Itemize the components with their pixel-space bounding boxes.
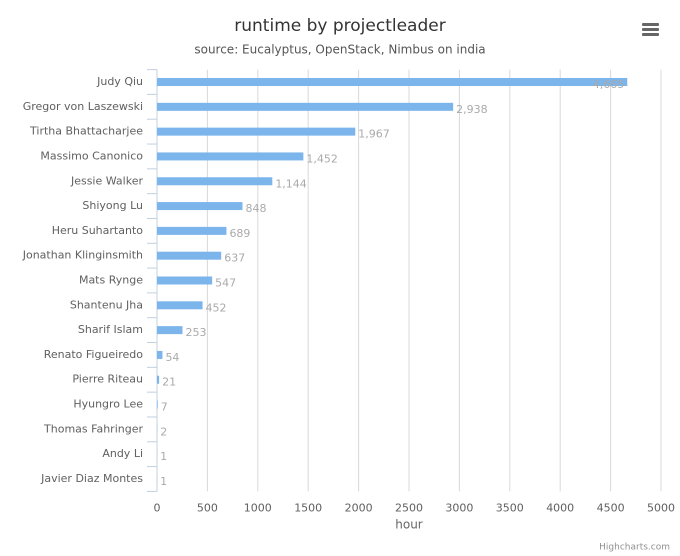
data-label: 1 <box>160 450 167 463</box>
bar <box>157 152 304 161</box>
y-tick-label: Hyungro Lee <box>73 398 143 411</box>
bar <box>157 177 273 186</box>
x-tick-label: 5000 <box>647 501 675 514</box>
x-tick-label: 4000 <box>546 501 574 514</box>
x-tick-label: 2000 <box>345 501 373 514</box>
bar <box>157 202 243 211</box>
y-tick-label: Shiyong Lu <box>82 199 143 212</box>
x-tick-label: 2500 <box>395 501 423 514</box>
y-tick-label: Jessie Walker <box>70 174 144 187</box>
y-tick-label: Pierre Riteau <box>72 373 143 386</box>
y-tick-label: Mats Rynge <box>79 274 143 287</box>
y-tick-label: Heru Suhartanto <box>52 224 144 237</box>
data-label: 547 <box>215 277 236 290</box>
bar <box>157 326 183 335</box>
bar <box>157 276 213 285</box>
y-tick-label: Renato Figueiredo <box>44 348 144 361</box>
y-tick-label: Andy Li <box>102 447 143 460</box>
x-tick-label: 3000 <box>445 501 473 514</box>
y-tick-label: Javier Diaz Montes <box>40 472 143 485</box>
chart-subtitle: source: Eucalyptus, OpenStack, Nimbus on… <box>194 43 485 57</box>
bar <box>157 400 158 409</box>
bar <box>157 226 227 235</box>
data-label: 1 <box>160 475 167 488</box>
bar <box>157 350 163 359</box>
x-tick-label: 1000 <box>244 501 272 514</box>
x-tick-label: 0 <box>154 501 161 514</box>
data-label: 2,938 <box>456 103 488 116</box>
data-label: 1,144 <box>275 177 307 190</box>
bar <box>157 251 222 260</box>
x-tick-label: 3500 <box>496 501 524 514</box>
data-label: 21 <box>162 376 176 389</box>
x-tick-label: 500 <box>197 501 218 514</box>
bar <box>157 78 628 87</box>
data-label: 7 <box>161 401 168 414</box>
bar <box>157 301 203 310</box>
y-tick-label: Gregor von Laszewski <box>23 100 143 113</box>
y-tick-label: Massimo Canonico <box>40 149 143 162</box>
x-tick-label: 4500 <box>597 501 625 514</box>
data-label: 54 <box>165 351 179 364</box>
data-label: 1,967 <box>358 128 390 141</box>
data-label: 637 <box>224 252 245 265</box>
x-axis-title: hour <box>395 518 423 532</box>
menu-icon-line <box>642 23 659 26</box>
data-label: 1,452 <box>306 152 338 165</box>
bar <box>157 127 356 136</box>
bar <box>157 102 454 111</box>
data-label: 4,665 <box>593 78 625 91</box>
data-label: 689 <box>229 227 250 240</box>
x-tick-label: 1500 <box>294 501 322 514</box>
y-tick-label: Shantenu Jha <box>70 298 143 311</box>
data-label: 848 <box>245 202 266 215</box>
y-tick-label: Sharif Islam <box>78 323 143 336</box>
data-label: 2 <box>160 425 167 438</box>
y-tick-label: Jonathan Klinginsmith <box>22 249 143 262</box>
y-tick-label: Tirtha Bhattacharjee <box>29 125 143 138</box>
chart-title: runtime by projectleader <box>234 16 445 36</box>
bar <box>157 375 160 384</box>
credits[interactable]: Highcharts.com <box>599 543 670 553</box>
menu-icon-line <box>642 33 659 36</box>
data-label: 253 <box>186 326 207 339</box>
menu-icon-line <box>642 28 659 31</box>
y-tick-label: Judy Qiu <box>96 75 143 88</box>
data-label: 452 <box>206 301 227 314</box>
menu-button[interactable] <box>642 23 659 36</box>
y-tick-label: Thomas Fahringer <box>43 422 143 435</box>
